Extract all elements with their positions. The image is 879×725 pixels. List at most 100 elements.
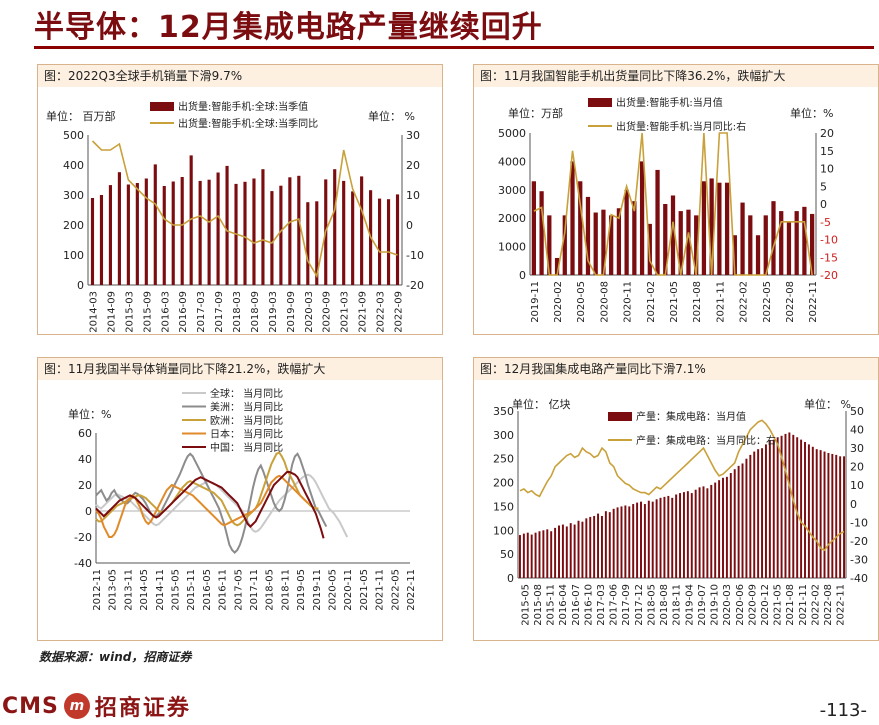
bar <box>593 212 598 275</box>
bar <box>342 180 346 285</box>
y2-tick-label: -40 <box>850 572 868 585</box>
y2-tick-label: -30 <box>850 553 868 566</box>
bar <box>600 515 603 578</box>
bar <box>565 526 568 578</box>
x-tick-label: 2019-03 <box>268 291 279 333</box>
bar <box>288 177 292 285</box>
legend-label: 全球： 当月同比 <box>210 387 283 400</box>
x-tick-label: 2016-09 <box>178 291 189 333</box>
unit-left-label: 单位：% <box>68 407 111 421</box>
bar <box>620 506 623 578</box>
chart-panel-3: 图：11月我国半导体销量同比下降21.2%，跌幅扩大 -40 -20 0 20 40 60… <box>37 357 443 641</box>
series-line <box>533 132 813 276</box>
y-tick-label: 100 <box>63 249 84 262</box>
x-tick-label: 2017-12 <box>634 584 645 626</box>
bar <box>686 491 689 578</box>
bar <box>315 201 319 285</box>
bar <box>90 198 95 285</box>
x-tick-label: 2021-05 <box>359 569 370 611</box>
bar <box>710 484 713 578</box>
bar <box>659 497 662 578</box>
bar <box>243 181 247 285</box>
bar <box>534 532 537 578</box>
x-tick-label: 2021-08 <box>692 281 703 323</box>
bar <box>554 257 560 275</box>
bar <box>788 432 791 578</box>
bar <box>698 487 701 578</box>
y2-tick-label: -20 <box>820 269 838 282</box>
y-tick-label: -40 <box>74 557 92 570</box>
bar <box>835 454 838 578</box>
bar <box>378 198 382 285</box>
legend-label: 日本： 当月同比 <box>210 428 283 441</box>
bar <box>839 456 842 578</box>
x-tick-label: 2022-02 <box>739 281 750 323</box>
bar <box>729 473 732 578</box>
bar <box>694 489 697 578</box>
bar <box>162 186 166 285</box>
x-tick-label: 2018-05 <box>646 584 657 626</box>
y2-tick-label: 40 <box>850 424 864 437</box>
bar <box>655 169 660 275</box>
bar <box>333 169 337 285</box>
bar <box>562 215 567 275</box>
x-tick-label: 2022-11 <box>406 569 417 611</box>
bar <box>597 513 600 578</box>
y-tick-label: 350 <box>493 405 514 418</box>
y2-tick-label: 0 <box>850 498 857 511</box>
bar <box>616 208 622 275</box>
y2-tick-label: -20 <box>850 535 868 548</box>
x-tick-label: 2021-09 <box>358 291 369 333</box>
x-tick-label: 2022-08 <box>785 281 796 323</box>
x-tick-label: 2013-11 <box>123 569 134 611</box>
bar <box>225 165 229 285</box>
x-tick-label: 2022-02 <box>810 584 821 626</box>
bar <box>679 493 682 578</box>
x-tick-label: 2019-10 <box>710 584 721 626</box>
page-number: -113- <box>819 700 867 721</box>
bar <box>530 534 533 578</box>
x-tick-label: 2021-02 <box>646 281 657 323</box>
bar <box>117 172 121 285</box>
bar <box>794 211 799 275</box>
company-logo: CMS m 招商证券 <box>2 690 191 722</box>
bar <box>518 535 521 578</box>
page-title: 半导体：12月集成电路产量继续回升 <box>34 10 543 45</box>
bar <box>663 496 666 578</box>
x-tick-label: 2022-03 <box>376 291 387 333</box>
x-tick-label: 2017-05 <box>233 569 244 611</box>
bar <box>153 164 157 285</box>
y-tick-label: 200 <box>493 477 514 490</box>
bar <box>624 189 629 275</box>
chart-title: 图：11月我国半导体销量同比下降21.2%，跌幅扩大 <box>38 358 442 380</box>
x-tick-label: 2022-08 <box>823 584 834 626</box>
bar <box>819 450 822 578</box>
legend-swatch-bar <box>150 102 174 111</box>
y-tick-label: 0 <box>85 505 92 518</box>
y2-tick-label: 50 <box>850 405 864 418</box>
bar <box>538 531 541 578</box>
bar <box>108 185 112 285</box>
y2-tick-label: -10 <box>406 249 424 262</box>
x-tick-label: 2021-11 <box>798 584 809 626</box>
y2-tick-label: -5 <box>820 216 831 229</box>
bar <box>542 530 545 578</box>
bar <box>526 532 529 578</box>
bar <box>714 482 717 578</box>
y-tick-label: 5000 <box>498 127 526 140</box>
chart-global-phone-sales: 0 100 200 300 400 500 -20 -10 0 10 20 30 2014-03 2014… <box>46 100 424 333</box>
bar <box>569 523 572 578</box>
y-tick-label: 200 <box>63 219 84 232</box>
bar <box>815 449 818 578</box>
bar <box>792 434 795 578</box>
x-tick-label: 2020-06 <box>735 584 746 626</box>
x-tick-label: 2020-08 <box>599 281 610 323</box>
bar <box>539 191 544 275</box>
bar <box>531 181 536 275</box>
x-tick-label: 2016-05 <box>202 569 213 611</box>
x-tick-label: 2018-09 <box>250 291 261 333</box>
y-tick-label: 150 <box>493 500 514 513</box>
bar <box>585 518 588 578</box>
x-tick-label: 2017-09 <box>621 584 632 626</box>
legend-label: 产量：集成电路：当月同比：右 <box>636 434 776 447</box>
